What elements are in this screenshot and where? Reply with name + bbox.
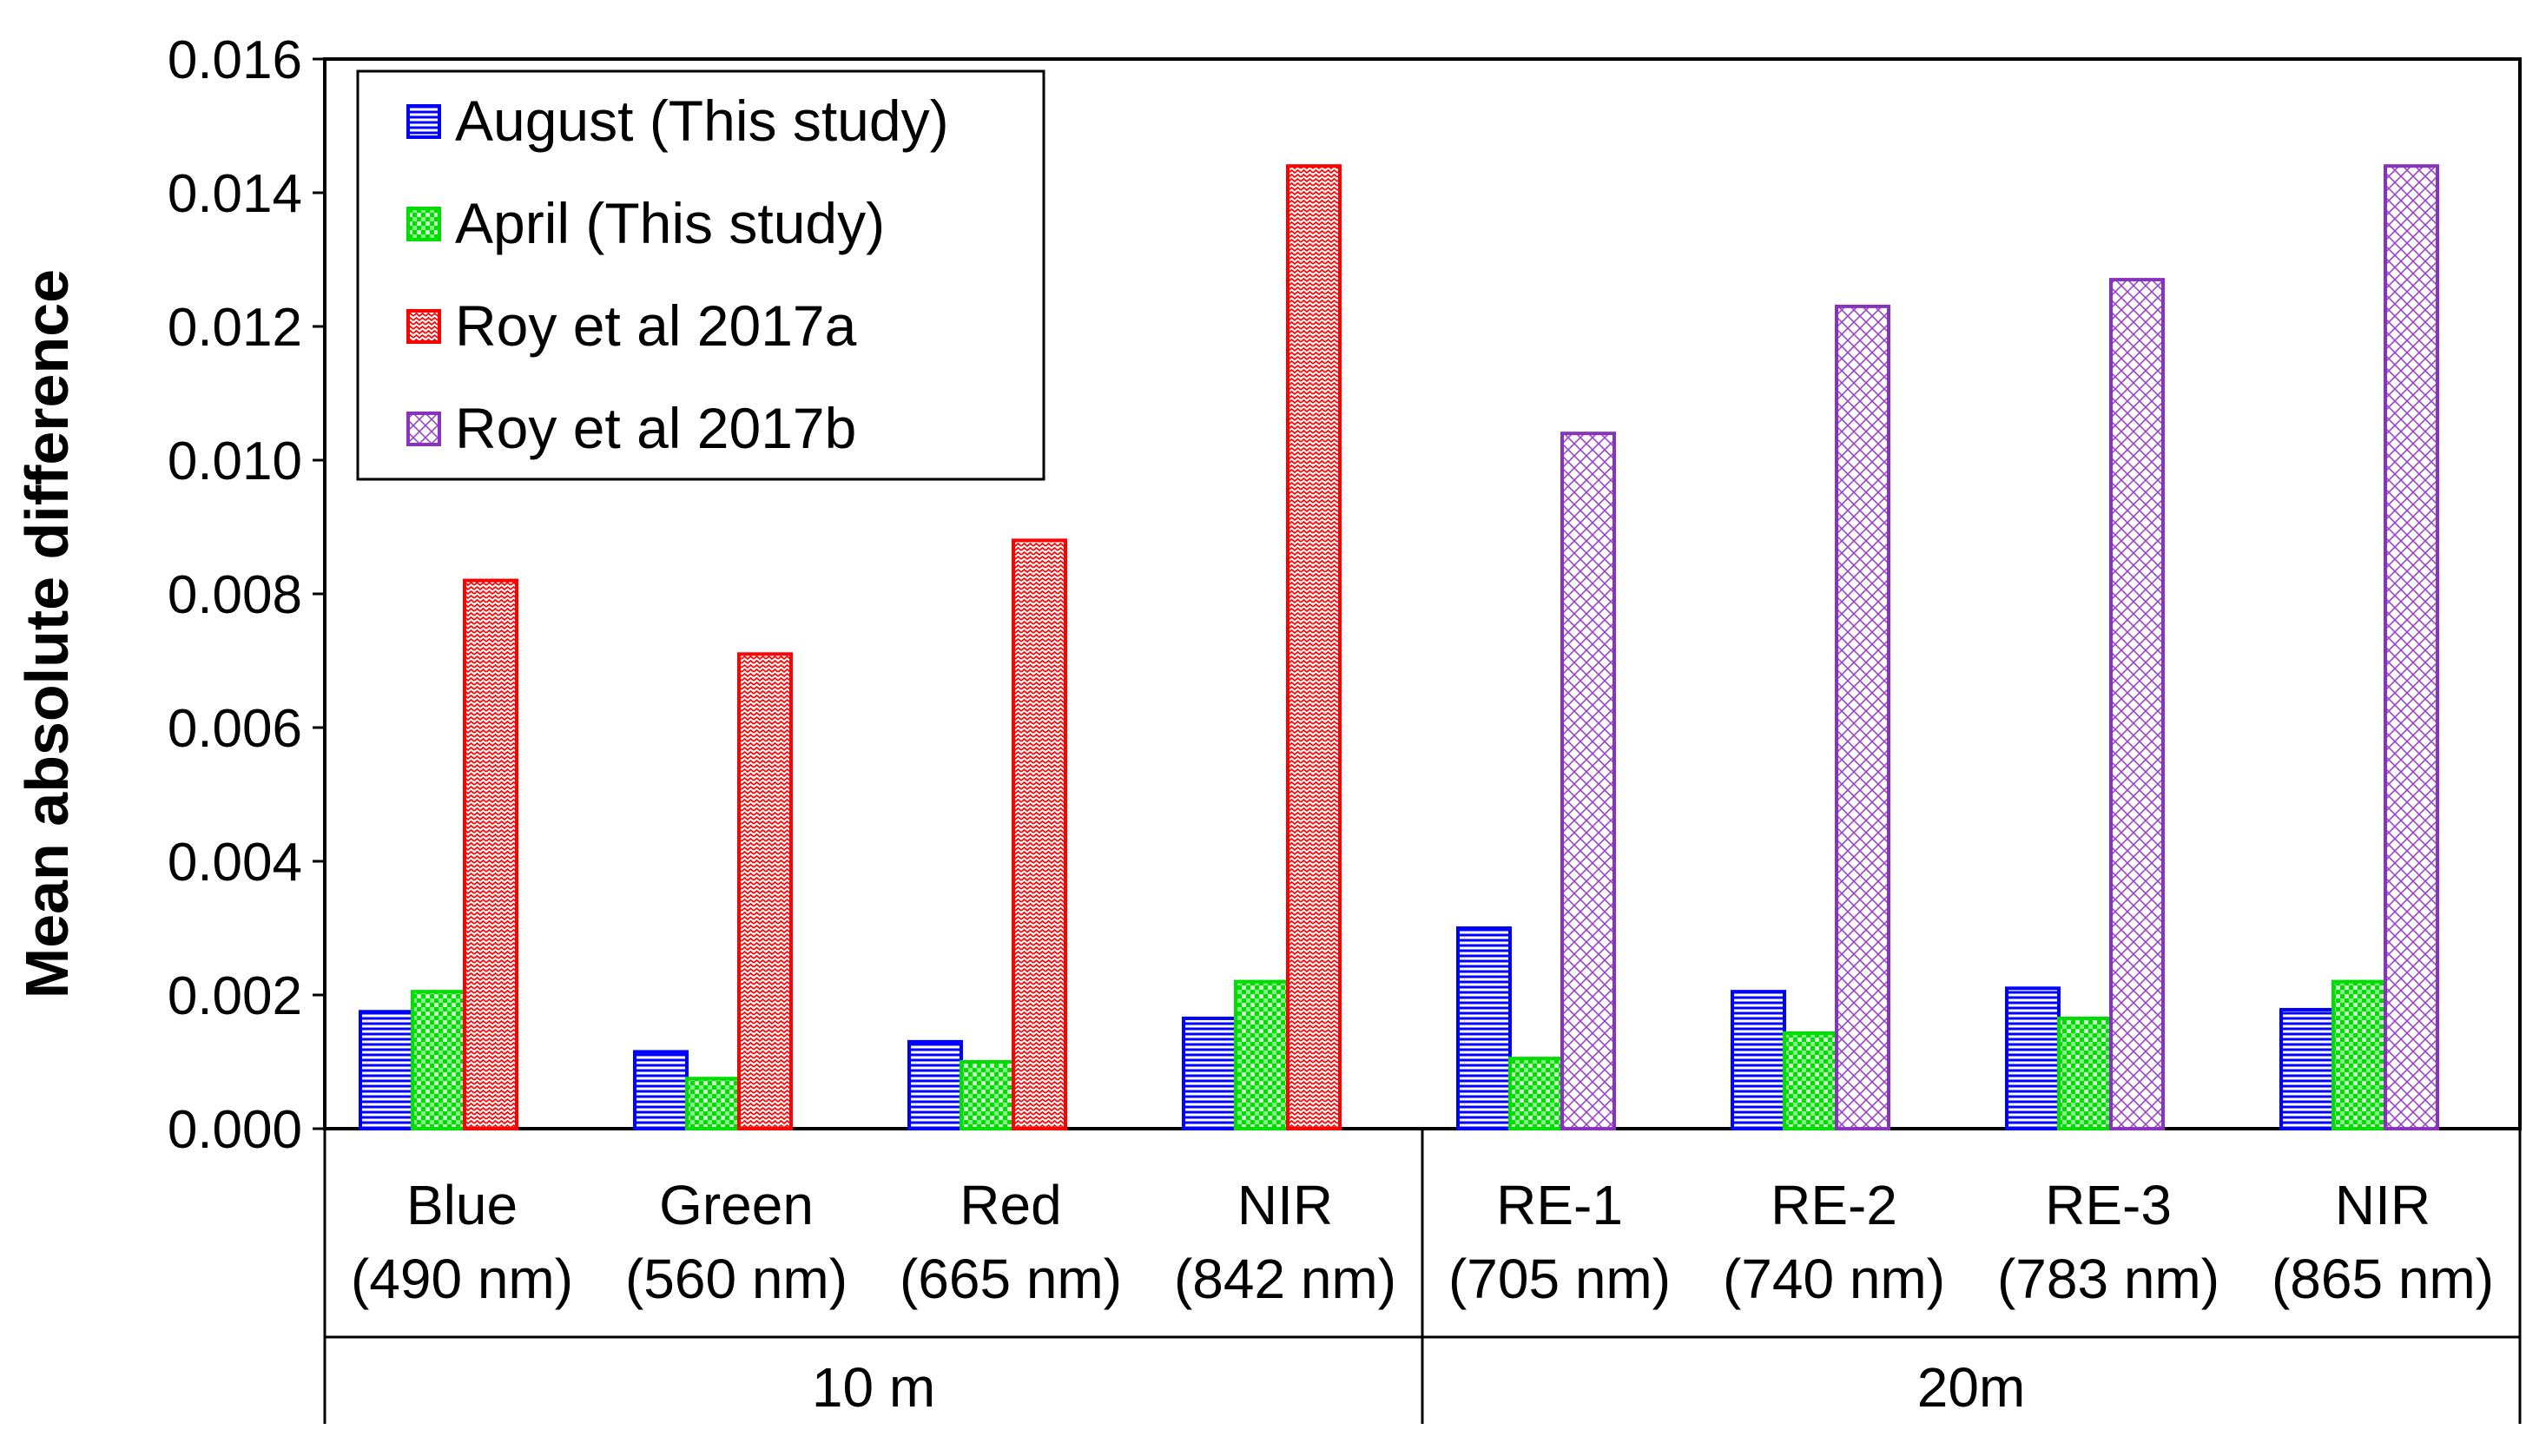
legend-label: April (This study): [455, 191, 885, 255]
bar-april-this-study-3: [1234, 979, 1289, 1130]
x-category-wavelength: (740 nm): [1723, 1248, 1945, 1310]
bar-roy-et-al-2017a-2: [1012, 538, 1067, 1130]
x-category-wavelength: (560 nm): [625, 1248, 847, 1310]
bar-april-this-study-0: [411, 990, 466, 1131]
bar-roy-et-al-2017a-3: [1286, 164, 1342, 1131]
x-category-label: NIR: [1237, 1174, 1333, 1236]
axis-labels: 0.000 0.002 0.004 0.006 0.008 0.010 0.012 0.014…: [168, 30, 2494, 1419]
x-category-wavelength: (783 nm): [1997, 1248, 2219, 1310]
legend-swatch: [406, 104, 441, 139]
x-category-wavelength: (490 nm): [351, 1248, 573, 1310]
x-category-label: Red: [960, 1174, 1061, 1236]
x-category-wavelength: (865 nm): [2272, 1248, 2494, 1310]
bar-august-this-study-6: [2005, 986, 2061, 1131]
x-group-label: 10 m: [812, 1356, 935, 1419]
legend-box: [356, 69, 1045, 481]
x-category-label: RE-1: [1496, 1174, 1623, 1236]
bar-roy-et-al-2017b-7: [2384, 164, 2439, 1131]
bars: [359, 164, 2439, 1131]
y-tick-label: 0.010: [168, 432, 302, 491]
bar-august-this-study-2: [907, 1039, 963, 1131]
legend-swatch: [406, 309, 441, 344]
legend-label: Roy et al 2017a: [455, 293, 857, 358]
bar-roy-et-al-2017b-6: [2109, 278, 2165, 1131]
bar-roy-et-al-2017a-1: [737, 652, 793, 1130]
y-tick-label: 0.004: [168, 833, 302, 893]
x-category-wavelength: (665 nm): [900, 1248, 1122, 1310]
x-category-label: RE-3: [2045, 1174, 2172, 1236]
bar-april-this-study-4: [1508, 1057, 1564, 1131]
x-category-wavelength: (705 nm): [1448, 1248, 1671, 1310]
y-tick-label: 0.012: [168, 298, 302, 358]
bar-april-this-study-1: [685, 1077, 741, 1130]
bar-august-this-study-0: [359, 1010, 414, 1130]
legend: August (This study) April (This study) Roy…: [356, 69, 1045, 481]
bar-august-this-study-4: [1456, 926, 1512, 1130]
bar-august-this-study-1: [633, 1050, 689, 1130]
bar-august-this-study-7: [2279, 1007, 2335, 1130]
y-axis-title: Mean absolute difference: [13, 269, 81, 998]
y-tick-label: 0.006: [168, 699, 302, 759]
y-tick-label: 0.016: [168, 30, 302, 90]
legend-label: Roy et al 2017b: [455, 396, 856, 460]
y-tick-label: 0.014: [168, 164, 302, 224]
y-tick-label: 0.002: [168, 966, 302, 1026]
bar-roy-et-al-2017b-4: [1560, 432, 1616, 1130]
legend-label: August (This study): [455, 89, 949, 153]
bar-roy-et-al-2017a-0: [463, 578, 518, 1130]
legend-swatch: [406, 207, 441, 241]
y-tick-label: 0.008: [168, 565, 302, 625]
legend-swatch: [406, 412, 441, 446]
bar-april-this-study-6: [2057, 1016, 2113, 1130]
bar-august-this-study-5: [1731, 990, 1786, 1131]
bar-roy-et-al-2017b-5: [1835, 304, 1890, 1130]
bar-april-this-study-2: [960, 1060, 1015, 1130]
y-tick-label: 0.000: [168, 1100, 302, 1160]
x-category-wavelength: (842 nm): [1174, 1248, 1396, 1310]
x-category-label: RE-2: [1771, 1174, 1897, 1236]
x-category-label: NIR: [2335, 1174, 2430, 1236]
x-group-label: 20m: [1917, 1356, 2026, 1419]
bar-april-this-study-7: [2331, 979, 2387, 1130]
x-category-label: Blue: [406, 1174, 518, 1236]
x-category-label: Green: [659, 1174, 814, 1236]
bar-april-this-study-5: [1783, 1031, 1838, 1131]
bar-august-this-study-3: [1182, 1016, 1237, 1130]
